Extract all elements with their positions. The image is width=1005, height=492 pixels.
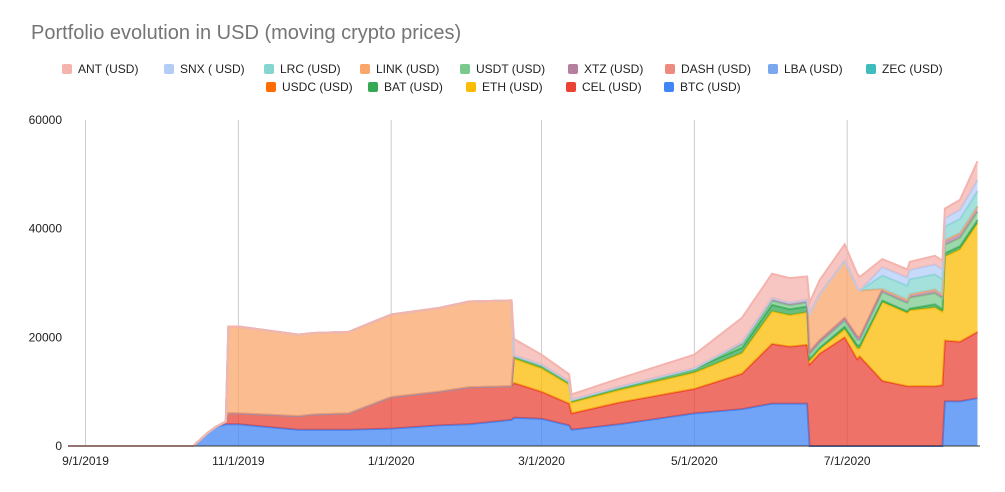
legend-label: CEL (USD) [582,80,642,94]
legend-item: ANT (USD) [62,62,138,76]
y-tick-label: 0 [55,439,62,453]
legend-label: BAT (USD) [384,80,443,94]
legend-swatch [566,82,576,92]
y-tick-label: 40000 [29,222,63,236]
x-tick-label: 1/1/2020 [368,454,415,468]
legend-row: ANT (USD) SNX ( USD) LRC (USD) LINK (USD) US… [0,62,1005,80]
legend-swatch [768,64,778,74]
legend-label: DASH (USD) [681,62,752,76]
legend-row: USDC (USD) BAT (USD) ETH (USD) CEL (USD) BTC… [0,80,1005,98]
legend-item: ETH (USD) [466,80,543,94]
x-tick-label: 9/1/2019 [62,454,109,468]
x-tick-label: 7/1/2020 [824,454,871,468]
chart-title: Portfolio evolution in USD (moving crypt… [31,22,462,44]
legend-swatch [360,64,370,74]
y-tick-label: 60000 [29,113,63,127]
legend-label: USDT (USD) [476,62,546,76]
legend-item: DASH (USD) [665,62,751,76]
x-tick-label: 3/1/2020 [518,454,565,468]
area-series [68,331,978,446]
legend-item: SNX ( USD) [164,62,245,76]
legend-item: BTC (USD) [664,80,741,94]
legend-label: LBA (USD) [784,62,843,76]
x-tick-label: 11/1/2019 [212,454,265,468]
legend-label: BTC (USD) [680,80,741,94]
legend-label: ZEC (USD) [882,62,943,76]
series-line [68,160,979,447]
legend-item: USDT (USD) [460,62,545,76]
legend-item: ZEC (USD) [866,62,943,76]
legend-item: LRC (USD) [264,62,341,76]
legend-item: XTZ (USD) [568,62,643,76]
legend-label: LINK (USD) [376,62,440,76]
legend-label: LRC (USD) [280,62,341,76]
legend-label: USDC (USD) [282,80,353,94]
legend-label: ANT (USD) [78,62,139,76]
legend-swatch [664,82,674,92]
legend-swatch [568,64,578,74]
y-tick-label: 20000 [29,330,63,344]
area-series [68,223,978,446]
legend-swatch [665,64,675,74]
legend-item: BAT (USD) [368,80,443,94]
legend-swatch [264,64,274,74]
legend-swatch [164,64,174,74]
area-series [68,398,978,446]
legend-swatch [466,82,476,92]
x-tick-label: 5/1/2020 [671,454,718,468]
legend-swatch [368,82,378,92]
legend-item: LBA (USD) [768,62,843,76]
legend-label: ETH (USD) [482,80,543,94]
legend-item: USDC (USD) [266,80,353,94]
legend-swatch [866,64,876,74]
area-series [68,206,978,446]
legend-label: XTZ (USD) [584,62,644,76]
legend-swatch [62,64,72,74]
legend-item: LINK (USD) [360,62,439,76]
legend-swatch [460,64,470,74]
legend-item: CEL (USD) [566,80,642,94]
legend-swatch [266,82,276,92]
legend-label: SNX ( USD) [180,62,245,76]
